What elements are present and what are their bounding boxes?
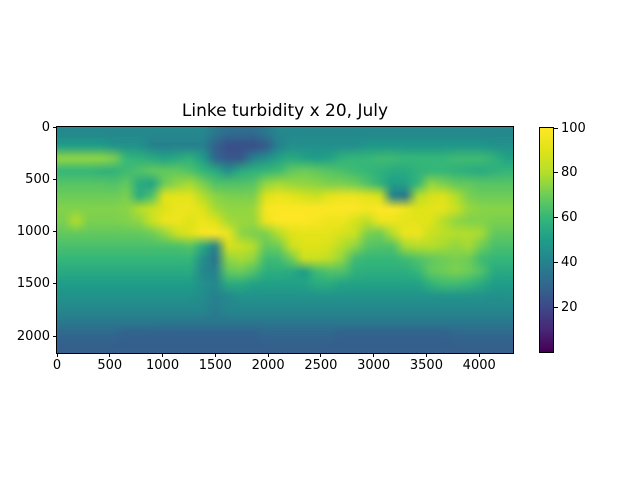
x-tick-mark [267,353,269,357]
x-tick-mark [214,353,216,357]
x-tick-label: 1000 [146,358,180,373]
y-tick-mark [53,283,57,285]
x-tick-label: 2000 [251,358,285,373]
x-tick-label: 500 [97,358,123,373]
colorbar-tick-label: 20 [561,299,578,315]
colorbar-tick-mark [554,306,558,308]
x-tick-mark [373,353,375,357]
x-tick-label: 0 [52,358,62,373]
colorbar [539,127,554,353]
x-tick-mark [109,353,111,357]
y-tick-mark [53,231,57,233]
heatmap-axes [56,126,514,354]
colorbar-tick-label: 100 [561,120,586,136]
y-tick-label: 1000 [16,224,50,240]
x-tick-mark [162,353,164,357]
colorbar-canvas [540,128,553,352]
y-tick-mark [53,126,57,128]
heatmap-canvas [57,127,513,353]
x-tick-label: 4000 [462,358,496,373]
colorbar-tick-mark [554,127,558,129]
y-tick-label: 0 [41,119,50,135]
y-tick-label: 2000 [16,328,50,344]
colorbar-tick-label: 80 [561,165,578,181]
x-tick-label: 2500 [304,358,338,373]
y-tick-label: 1500 [16,276,50,292]
x-tick-label: 3500 [409,358,443,373]
colorbar-tick-mark [554,172,558,174]
y-tick-label: 500 [25,171,50,187]
x-tick-mark [320,353,322,357]
colorbar-tick-label: 40 [561,254,578,270]
colorbar-tick-label: 60 [561,210,578,226]
x-tick-mark [478,353,480,357]
colorbar-tick-mark [554,261,558,263]
x-tick-label: 1500 [198,358,232,373]
plot-title: Linke turbidity x 20, July [181,101,389,121]
x-tick-mark [56,353,58,357]
y-tick-mark [53,178,57,180]
y-tick-mark [53,335,57,337]
x-tick-label: 3000 [357,358,391,373]
colorbar-tick-mark [554,217,558,219]
x-tick-mark [425,353,427,357]
